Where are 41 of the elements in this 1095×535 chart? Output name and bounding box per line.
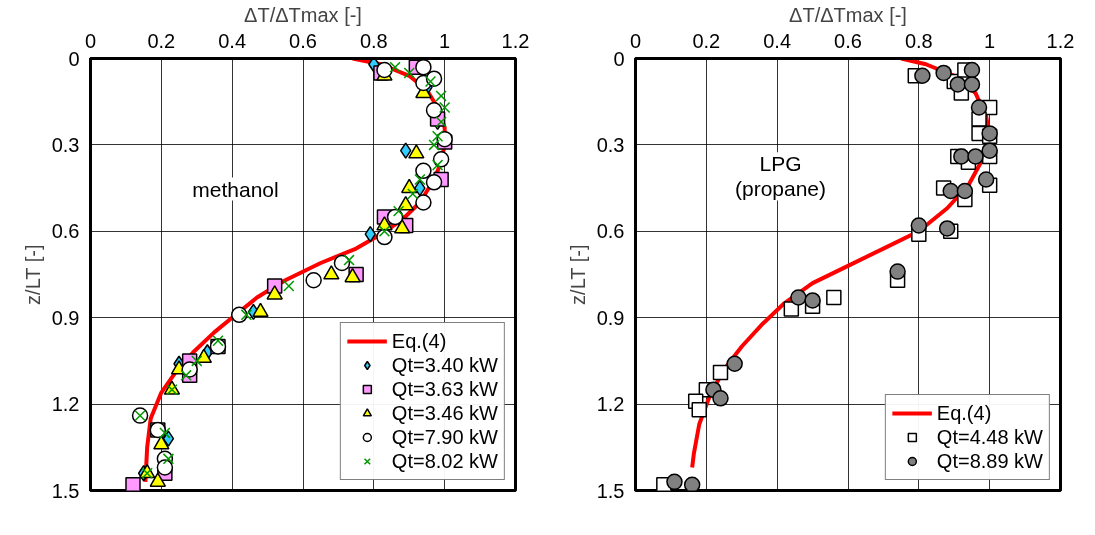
y-tick-label: 0.6 xyxy=(51,220,80,243)
x-tick-label: 1 xyxy=(984,29,996,52)
y-tick-label: 1.5 xyxy=(596,479,625,502)
y-tick-label: 0.3 xyxy=(596,133,625,156)
legend-label: Qt=8.89 kW xyxy=(936,449,1043,473)
x-tick-label: 0 xyxy=(629,29,642,52)
legend-label: Qt=3.40 kW xyxy=(391,353,498,377)
y-tick-label: 1.2 xyxy=(51,393,80,416)
x-axis-title: ΔT/ΔTmax [-] xyxy=(244,3,362,26)
x-tick-label: 1.2 xyxy=(501,29,530,52)
y-axis-title: z/LT [-] xyxy=(566,244,589,305)
y-tick-label: 0.9 xyxy=(596,306,625,329)
legend-label: Qt=7.90 kW xyxy=(391,425,498,449)
legend-label: Eq.(4) xyxy=(936,401,992,425)
y-tick-label: 1.2 xyxy=(596,393,625,416)
x-tick-label: 0.2 xyxy=(147,29,176,52)
annotation: LPG (propane) xyxy=(734,152,827,201)
x-tick-label: 1 xyxy=(439,29,451,52)
x-tick-label: 0.8 xyxy=(904,29,933,52)
legend-label: Qt=8.02 kW xyxy=(391,449,498,473)
legend-label: Qt=3.46 kW xyxy=(391,401,498,425)
x-tick-label: 1.2 xyxy=(1046,29,1075,52)
x-tick-label: 0.2 xyxy=(692,29,721,52)
x-tick-label: 0.8 xyxy=(359,29,388,52)
y-tick-label: 0 xyxy=(68,47,80,70)
legend-label: Qt=3.63 kW xyxy=(391,377,498,401)
y-tick-label: 0 xyxy=(613,47,625,70)
y-axis-title: z/LT [-] xyxy=(21,244,44,305)
x-tick-label: 0.6 xyxy=(289,29,317,52)
x-tick-label: 0.4 xyxy=(763,29,792,52)
x-tick-label: 0.4 xyxy=(218,29,247,52)
legend-label: Qt=4.48 kW xyxy=(936,425,1043,449)
x-axis-title: ΔT/ΔTmax [-] xyxy=(789,3,907,26)
y-tick-label: 0.3 xyxy=(51,133,80,156)
annotation: methanol xyxy=(192,177,279,201)
x-tick-label: 0.6 xyxy=(834,29,862,52)
y-tick-label: 1.5 xyxy=(51,479,80,502)
y-tick-label: 0.9 xyxy=(51,306,80,329)
x-tick-label: 0 xyxy=(84,29,97,52)
legend-label: Eq.(4) xyxy=(391,329,447,353)
y-tick-label: 0.6 xyxy=(596,220,625,243)
